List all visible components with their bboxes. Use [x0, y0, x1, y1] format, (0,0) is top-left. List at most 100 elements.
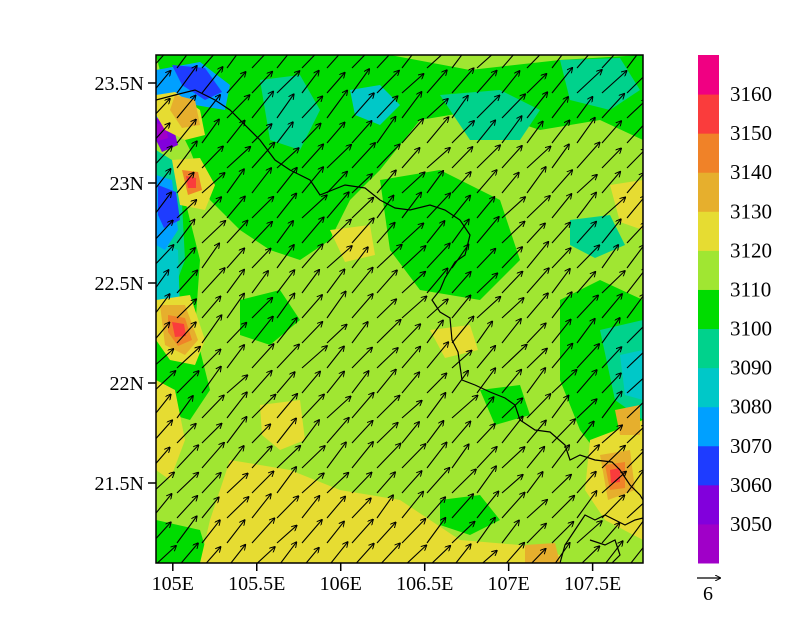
wind-vector [526, 167, 546, 194]
wind-vector [401, 401, 422, 419]
lon-tick-label: 107.5E [564, 573, 621, 595]
wind-vector [551, 320, 571, 344]
wind-vector [626, 377, 643, 394]
wind-vector [526, 447, 544, 469]
wind-vector [276, 345, 299, 369]
wind-vector [301, 395, 324, 419]
wind-vector [156, 193, 171, 214]
lon-tick-label: 106E [320, 573, 362, 595]
wind-vector [576, 245, 599, 269]
wind-vector [226, 95, 249, 119]
wind-vector [401, 519, 425, 544]
wind-vector [526, 268, 549, 294]
wind-vector [301, 496, 319, 519]
wind-vector [601, 271, 625, 294]
wind-vector [376, 472, 395, 494]
wind-vector [455, 544, 471, 563]
wind-vector [201, 350, 220, 369]
wind-vector [551, 445, 569, 469]
longitude-axis: 105E 105.5E 106E 106.5E 107E 107.5E [152, 563, 621, 595]
wind-vector [305, 548, 319, 563]
wind-vector [201, 520, 220, 544]
wind-vector [551, 419, 575, 444]
wind-vector [401, 324, 420, 344]
wind-vector [201, 173, 225, 194]
wind-vector [156, 221, 173, 240]
wind-vector [380, 544, 400, 563]
wind-vector [551, 496, 574, 519]
wind-vector [576, 118, 595, 144]
wind-vector [226, 169, 244, 194]
wind-vector [156, 522, 171, 540]
wind-vector [156, 123, 170, 140]
wind-vector [451, 351, 471, 369]
wind-vector [551, 223, 570, 244]
wind-vector [406, 545, 426, 563]
wind-vector [576, 193, 596, 219]
wind-vector [326, 497, 345, 519]
wind-vector [351, 442, 373, 469]
wind-vector [301, 446, 325, 469]
wind-vector [554, 543, 570, 563]
latitude-axis: 23.5N 23N 22.5N 22N 21.5N [95, 73, 156, 495]
wind-vector [226, 497, 248, 519]
wind-vector [401, 172, 425, 194]
wind-vector [451, 172, 471, 194]
wind-vector [576, 491, 596, 519]
wind-vector [431, 546, 450, 563]
wind-vector [376, 245, 402, 269]
wind-vector [501, 475, 523, 494]
wind-vector [576, 175, 597, 194]
wind-vector [351, 121, 372, 144]
wind-vector [251, 124, 272, 144]
wind-vector [351, 268, 373, 294]
wind-vector [176, 271, 197, 294]
wind-vector [156, 169, 171, 189]
wind-vector [176, 55, 188, 69]
wind-vector [476, 518, 495, 544]
wind-vector [501, 370, 521, 394]
field-region-3090 [620, 350, 643, 400]
wind-vector [226, 221, 247, 244]
wind-vector [326, 220, 351, 244]
wind-vector [526, 368, 545, 394]
wind-vector [301, 420, 319, 444]
wind-vector [401, 471, 422, 494]
wind-vector [426, 468, 449, 494]
wind-vector [156, 546, 176, 563]
wind-vector [451, 55, 463, 69]
wind-vector [326, 522, 344, 544]
wind-vector [376, 396, 399, 419]
wind-vector [201, 443, 224, 469]
wind-vector [226, 72, 246, 94]
wind-vector [326, 55, 340, 69]
wind-vector [626, 351, 643, 369]
wind-vector [156, 349, 173, 366]
wind-vector [476, 424, 495, 444]
wind-vector [276, 168, 297, 194]
colorbar: 3050 3060 3070 3080 3090 3100 3110 3120 3130 3140… [698, 55, 772, 564]
wind-vector [351, 393, 374, 419]
wind-vector [476, 447, 497, 469]
wind-vector [451, 121, 474, 144]
wind-vector [201, 367, 221, 394]
wind-vector [426, 148, 450, 169]
wind-vector [251, 168, 271, 194]
reference-vector: 6 [697, 578, 720, 605]
wind-vector [326, 172, 347, 194]
wind-vector [176, 371, 199, 394]
wind-vector [156, 473, 174, 491]
wind-vector [626, 326, 643, 344]
wind-vector [276, 148, 299, 169]
wind-vector [251, 143, 274, 169]
colorbar-segment [698, 172, 719, 212]
wind-vector [451, 317, 473, 344]
wind-vector [156, 270, 168, 289]
field-region-3130 [260, 400, 305, 450]
wind-vector [626, 294, 643, 319]
wind-vector [626, 124, 643, 144]
wind-vector [326, 192, 349, 219]
wind-vector [526, 524, 546, 544]
wind-vector [226, 55, 238, 69]
wind-vector [376, 145, 400, 169]
